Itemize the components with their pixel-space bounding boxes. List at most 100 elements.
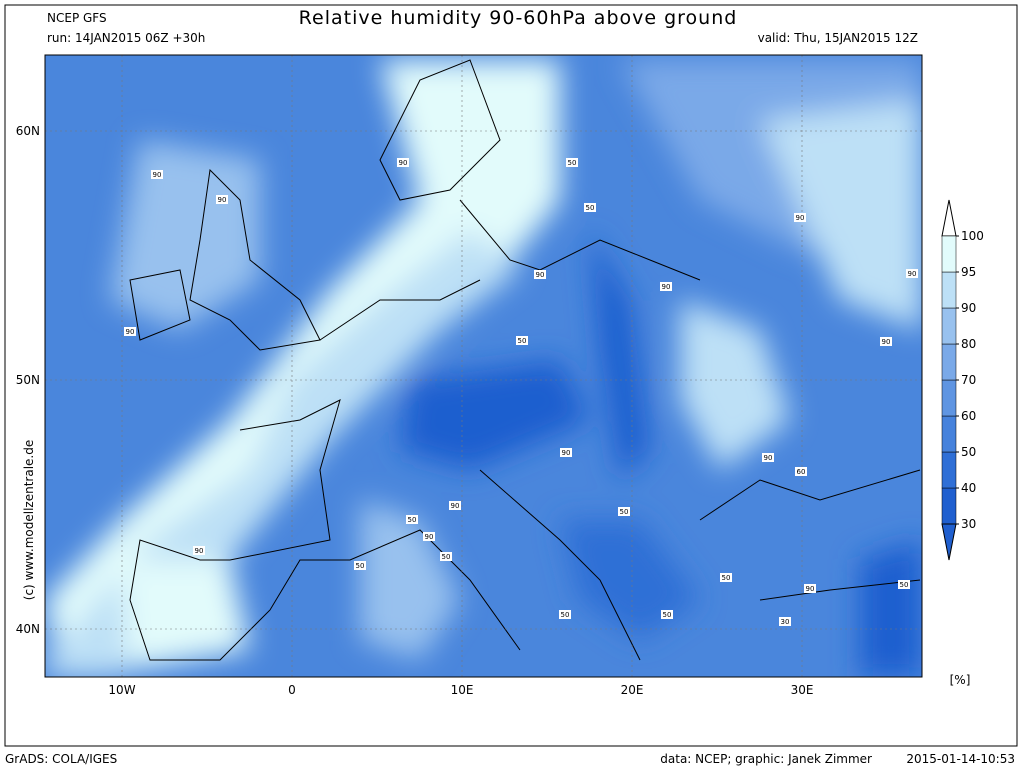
colorbar-top [941,199,957,237]
contour-label-box [124,327,136,336]
humidity-field [45,60,922,677]
contour-label: 90 [562,449,571,457]
colorbar-label: 90 [961,301,976,315]
colorbar: 30 40 50 60 70 80 90 95 100 [%] [941,199,984,687]
colorbar-label: 60 [961,409,976,423]
contour-label-box [559,610,571,619]
contour-label-box [406,515,418,524]
contour-label-box [880,337,892,346]
footer-center: data: NCEP; graphic: Janek Zimmer [660,752,872,766]
colorbar-label: 50 [961,445,976,459]
contour-label: 50 [568,159,577,167]
contour-label: 90 [218,196,227,204]
contour-label-box [762,453,774,462]
graticule [45,55,922,677]
valid: valid: Thu, 15JAN2015 12Z [758,31,918,45]
footer-right: 2015-01-14-10:53 [906,752,1015,766]
lat-label: 40N [16,622,40,636]
coastlines [129,59,921,661]
contour-label: 50 [900,581,909,589]
contour-label-box [661,610,673,619]
contour-label: 90 [126,328,135,336]
contour-label: 50 [620,508,629,516]
lon-label: 0 [288,683,296,697]
contour-label-box [440,552,452,561]
contour-label: 90 [796,214,805,222]
contour-label-box [584,203,596,212]
colorbar-bottom [941,523,957,561]
contour-labels: 90 90 90 50 50 90 90 90 90 90 50 90 90 90 60 90 50 90 50 50… [124,158,918,626]
lon-label: 20E [621,683,644,697]
contour-label: 90 [451,502,460,510]
contour-label: 90 [908,270,917,278]
contour-label-box [423,532,435,541]
contour-label-box [794,213,806,222]
colorbar-box [941,343,957,381]
contour-label-box [193,546,205,555]
contour-label: 90 [662,283,671,291]
axes: 60N 50N 40N 10W 0 10E 20E 30E [16,124,814,697]
contour-label-box [804,584,816,593]
contour-label: 50 [561,611,570,619]
outer-frame [4,4,1018,747]
contour-label-box [566,158,578,167]
model: NCEP GFS [47,11,107,25]
lon-label: 30E [791,683,814,697]
contour-label-box [560,448,572,457]
contour-label: 90 [764,454,773,462]
footer-left: GrADS: COLA/IGES [5,752,117,766]
contour-label-box [898,580,910,589]
colorbar-label: 95 [961,265,976,279]
contour-label-box [660,282,672,291]
colorbar-box [941,307,957,345]
contour-label: 90 [806,585,815,593]
contour-label-box [216,195,228,204]
colorbar-label: 40 [961,481,976,495]
contour-label: 50 [408,516,417,524]
contour-label-box [534,270,546,279]
contour-label: 50 [356,562,365,570]
run: run: 14JAN2015 06Z +30h [47,31,205,45]
lon-label: 10W [108,683,135,697]
contour-label: 90 [153,171,162,179]
contour-label-box [795,467,807,476]
contour-label: 90 [882,338,891,346]
title: Relative humidity 90-60hPa above ground [299,7,738,29]
colorbar-box [941,235,957,273]
colorbar-box [941,271,957,309]
lon-label: 10E [451,683,474,697]
contour-label-box [449,501,461,510]
contour-label-box [397,158,409,167]
lat-label: 60N [16,124,40,138]
colorbar-label: 30 [961,517,976,531]
contour-label-box [354,561,366,570]
contour-label-box [516,336,528,345]
contour-label: 90 [536,271,545,279]
contour-label: 90 [399,159,408,167]
colorbar-label: 100 [961,229,984,243]
lat-label: 50N [16,373,40,387]
contour-label: 90 [425,533,434,541]
map: 90 90 90 50 50 90 90 90 90 90 50 90 90 90 60 90 50 90 50 50… [45,55,922,677]
colorbar-label: 80 [961,337,976,351]
contour-label: 60 [797,468,806,476]
colorbar-box [941,415,957,453]
contour-label: 90 [195,547,204,555]
contour-label: 50 [722,574,731,582]
colorbar-unit: [%] [950,673,971,687]
contour-label-box [906,269,918,278]
contour-label-box [151,170,163,179]
contour-label: 50 [586,204,595,212]
map-frame [44,54,923,678]
contour-label: 50 [442,553,451,561]
colorbar-box [941,379,957,417]
contour-label: 30 [781,618,790,626]
contour-label-box [720,573,732,582]
contour-label: 50 [518,337,527,345]
colorbar-box [941,451,957,489]
credit: (c) www.modellzentrale.de [22,440,36,600]
contour-label-box [618,507,630,516]
contour-label: 50 [663,611,672,619]
contour-label-box [779,617,791,626]
